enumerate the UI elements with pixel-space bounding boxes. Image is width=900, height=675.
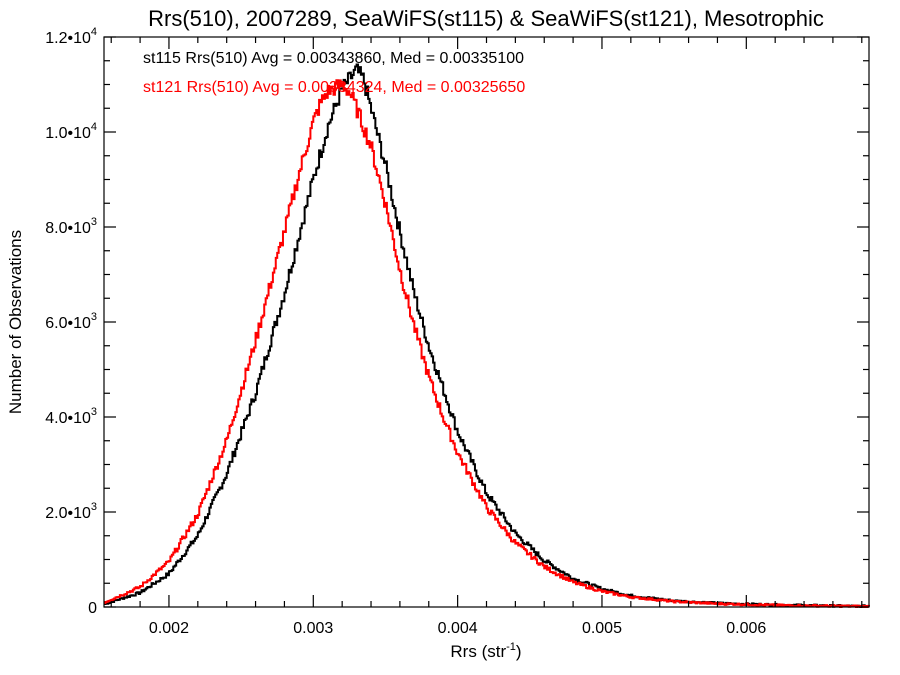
- x-tick-label: 0.003: [293, 620, 333, 637]
- annotation-st121: st121 Rrs(510) Avg = 0.00334324, Med = 0…: [143, 79, 525, 96]
- chart-title: Rrs(510), 2007289, SeaWiFS(st115) & SeaW…: [148, 6, 824, 31]
- series-layer: [104, 63, 870, 608]
- y-tick-label: 2.0•103: [45, 501, 97, 522]
- x-axis-label-close: ): [516, 642, 522, 661]
- y-tick-label: 1.2•104: [45, 26, 97, 47]
- y-tick-label: 0: [88, 600, 97, 617]
- histogram-series-0: [104, 63, 870, 608]
- x-axis-label-sup: -1: [506, 641, 516, 653]
- x-axis-label-main: Rrs (str: [450, 642, 506, 661]
- x-tick-label: 0.005: [582, 620, 622, 637]
- y-tick-label: 8.0•103: [45, 216, 97, 237]
- ticks-layer: 0.002 0.003 0.004 0.005 0.006 0 2.0•103 4.0•103…: [45, 26, 869, 637]
- y-axis-label: Number of Observations: [6, 230, 25, 414]
- x-tick-label: 0.004: [438, 620, 478, 637]
- x-tick-label: 0.006: [726, 620, 766, 637]
- y-tick-label: 6.0•103: [45, 311, 97, 332]
- y-tick-label: 1.0•104: [45, 121, 97, 142]
- y-tick-label: 4.0•103: [45, 406, 97, 427]
- annotation-st115: st115 Rrs(510) Avg = 0.00343860, Med = 0…: [143, 50, 524, 67]
- histogram-series-1: [104, 79, 870, 608]
- x-axis-label: Rrs (str-1): [450, 641, 521, 661]
- plot-frame: [103, 36, 870, 608]
- x-tick-label: 0.002: [149, 620, 189, 637]
